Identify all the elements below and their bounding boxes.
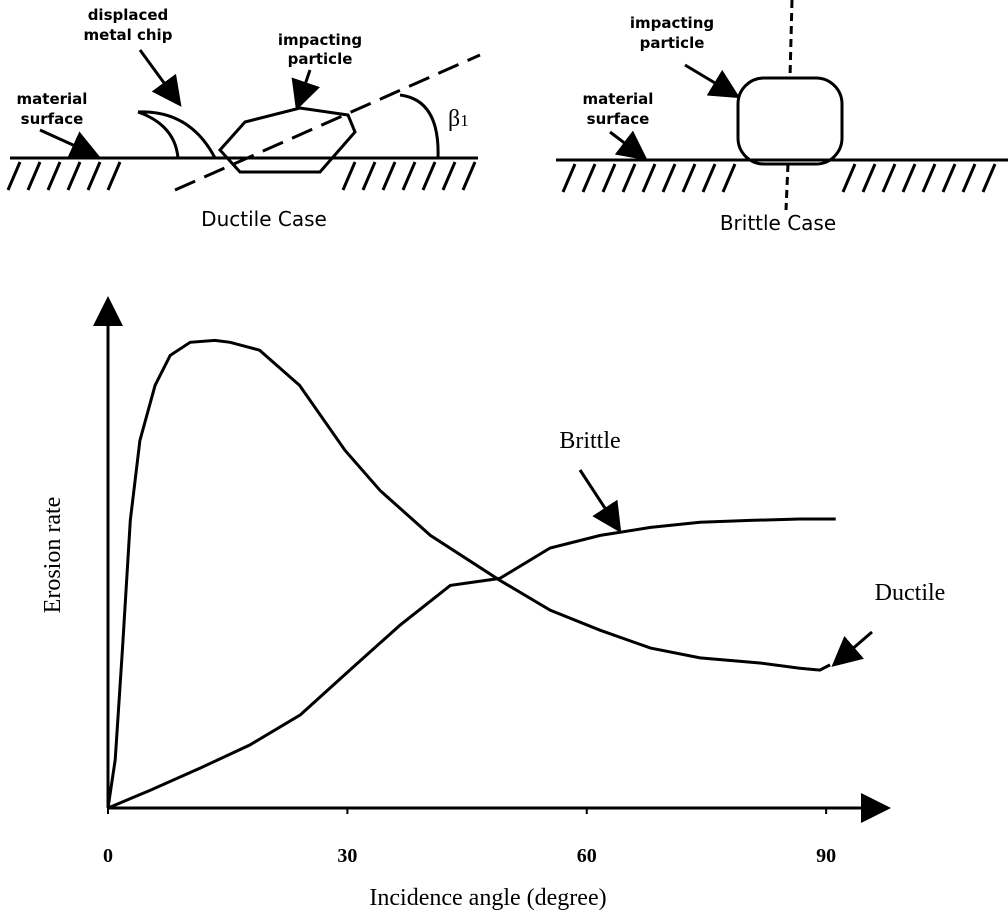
particle bbox=[738, 78, 842, 164]
caption: Brittle Case bbox=[720, 211, 836, 235]
angle-subscript: 1 bbox=[460, 111, 469, 130]
label: impacting bbox=[278, 31, 362, 49]
arrow bbox=[140, 50, 178, 102]
figure: displaced metal chip impacting particle … bbox=[0, 0, 1008, 918]
label: material bbox=[17, 90, 88, 108]
x-tick-label: 30 bbox=[337, 845, 357, 867]
chip bbox=[138, 112, 215, 158]
arrow bbox=[298, 70, 310, 105]
hatching bbox=[563, 164, 995, 192]
label: surface bbox=[587, 110, 650, 128]
arrow bbox=[40, 130, 95, 155]
x-tick-label: 0 bbox=[103, 845, 113, 867]
hatching bbox=[8, 162, 475, 190]
y-axis-label: Erosion rate bbox=[40, 497, 66, 614]
series-label: Brittle bbox=[559, 428, 620, 454]
label: displaced bbox=[88, 6, 169, 24]
angle-arc bbox=[400, 95, 438, 158]
trajectory bbox=[786, 0, 792, 210]
caption: Ductile Case bbox=[201, 207, 327, 231]
label: metal chip bbox=[84, 26, 173, 44]
label: surface bbox=[21, 110, 84, 128]
data-line bbox=[108, 340, 830, 808]
series-label: Ductile bbox=[875, 580, 946, 606]
x-tick-label: 60 bbox=[577, 845, 597, 867]
annotation-arrow bbox=[836, 632, 872, 663]
brittle-diagram: impacting particle material surface Brit… bbox=[556, 0, 1008, 235]
arrow bbox=[610, 132, 643, 157]
ductile-diagram: displaced metal chip impacting particle … bbox=[8, 6, 480, 231]
chart: Incidence angle (degree) Erosion rate 0 3… bbox=[40, 302, 945, 911]
annotation-arrow bbox=[580, 470, 618, 528]
x-tick-label: 90 bbox=[816, 845, 836, 867]
arrow bbox=[685, 65, 735, 95]
label: particle bbox=[640, 34, 705, 52]
x-axis-label: Incidence angle (degree) bbox=[369, 885, 606, 911]
angle-label: β1 bbox=[448, 106, 469, 132]
label: material bbox=[583, 90, 654, 108]
label: particle bbox=[288, 50, 353, 68]
label: impacting bbox=[630, 14, 714, 32]
angle-symbol: β bbox=[448, 106, 460, 132]
